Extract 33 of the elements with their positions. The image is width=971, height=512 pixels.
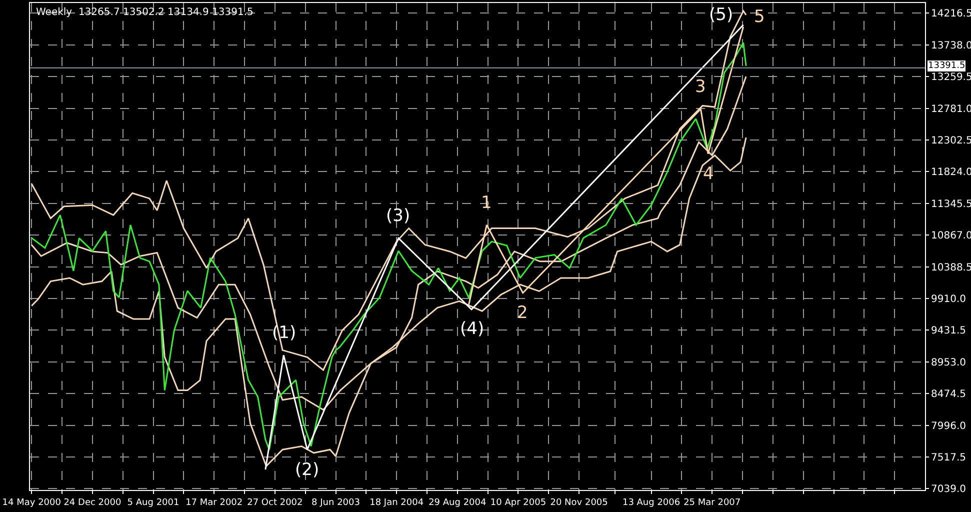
annotation: (5) — [709, 5, 734, 25]
y-tick-label: 10388.5 — [931, 262, 971, 274]
x-tick-label: 27 Oct 2002 — [247, 498, 303, 508]
y-tick-label: 9910.0 — [931, 294, 966, 306]
x-tick-label: 20 Nov 2005 — [550, 498, 608, 508]
x-tick-label: 17 Mar 2002 — [186, 498, 243, 508]
x-tick-label: 5 Aug 2001 — [127, 498, 180, 508]
x-tick-label: 25 Mar 2007 — [684, 498, 741, 508]
x-tick-label: 10 Apr 2005 — [490, 498, 546, 508]
ref-line-label: 13391.5 — [928, 61, 966, 71]
y-tick-label: 13259.5 — [931, 72, 971, 84]
y-tick-label: 8474.5 — [931, 389, 966, 400]
y-tick-label: 9431.5 — [931, 326, 966, 337]
x-tick-label: 24 Dec 2000 — [64, 498, 122, 508]
annotation: (4) — [460, 319, 484, 339]
x-tick-label: 14 May 2000 — [2, 498, 62, 508]
annotation: (3) — [386, 206, 410, 226]
x-tick-label: 29 Aug 2004 — [428, 498, 487, 508]
annotation: 5 — [754, 7, 765, 27]
y-tick-label: 12302.5 — [931, 135, 971, 146]
x-tick-label: 8 Jun 2003 — [312, 498, 360, 508]
annotation: (2) — [295, 460, 320, 480]
y-tick-label: 7996.0 — [931, 420, 966, 432]
annotation: 3 — [695, 77, 706, 97]
y-tick-label: 14216.5 — [931, 8, 971, 20]
y-tick-label: 11345.5 — [931, 198, 971, 210]
x-tick-label: 13 Aug 2006 — [622, 498, 680, 508]
annotation: 4 — [703, 164, 714, 184]
x-tick-label: 18 Jan 2004 — [370, 498, 424, 508]
y-tick-label: 7517.5 — [931, 452, 966, 464]
y-tick-label: 7039.0 — [931, 484, 966, 496]
chart-title: Weekly 13265.7 13502.2 13134.9 13391.5 — [36, 7, 254, 18]
y-tick-label: 8953.0 — [931, 357, 966, 368]
